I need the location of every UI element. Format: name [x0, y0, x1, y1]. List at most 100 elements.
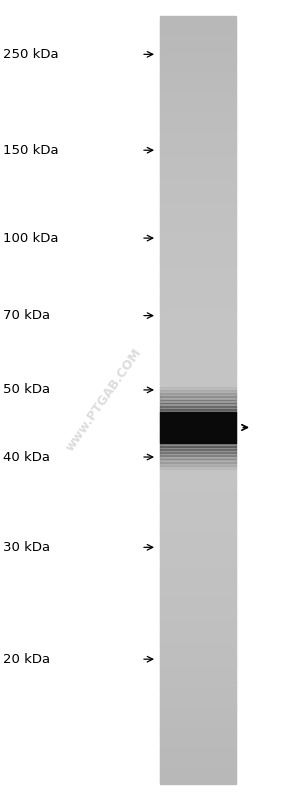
Bar	[160, 494, 236, 498]
Bar	[160, 284, 236, 288]
Bar	[160, 95, 236, 98]
Bar	[160, 773, 236, 776]
Bar	[160, 622, 236, 626]
Bar	[160, 172, 236, 175]
Bar	[160, 660, 236, 664]
Bar	[160, 333, 236, 336]
Bar	[160, 351, 236, 354]
Bar	[160, 452, 236, 456]
Bar	[160, 740, 236, 743]
Bar	[160, 221, 236, 224]
Bar	[160, 642, 236, 646]
Bar	[160, 561, 236, 564]
Bar	[160, 65, 236, 68]
Bar	[160, 297, 236, 300]
Bar	[160, 210, 236, 213]
Bar	[160, 406, 236, 410]
Bar	[160, 287, 236, 290]
Bar	[160, 90, 236, 93]
Bar	[160, 762, 236, 766]
Bar	[160, 216, 236, 219]
Bar	[160, 634, 236, 638]
Bar	[160, 312, 236, 316]
Bar	[160, 765, 236, 769]
Bar	[160, 366, 236, 370]
Bar	[160, 619, 236, 622]
Bar	[160, 681, 236, 684]
Bar	[160, 213, 236, 217]
Bar	[160, 356, 236, 360]
Bar	[160, 236, 236, 239]
Bar	[160, 499, 236, 503]
Bar	[160, 292, 236, 296]
Bar	[160, 423, 236, 426]
Bar	[160, 668, 236, 671]
Bar	[160, 627, 236, 630]
Bar	[160, 346, 236, 349]
Bar	[160, 348, 236, 352]
Bar	[160, 108, 236, 111]
Bar	[160, 400, 236, 403]
Bar	[160, 443, 236, 447]
Bar	[160, 361, 236, 364]
Bar	[160, 698, 236, 702]
Bar	[160, 384, 236, 388]
Bar	[160, 566, 236, 569]
Bar	[160, 704, 236, 707]
Bar	[160, 734, 236, 737]
Bar	[160, 553, 236, 556]
Bar	[160, 606, 236, 610]
Bar	[160, 614, 236, 618]
Bar	[160, 538, 236, 541]
Bar	[160, 446, 236, 449]
Bar	[160, 415, 236, 418]
Bar	[160, 696, 236, 699]
Bar	[160, 719, 236, 722]
Bar	[160, 144, 236, 147]
Bar	[160, 465, 236, 469]
Bar	[160, 455, 236, 459]
Bar	[160, 259, 236, 262]
Bar	[160, 364, 236, 367]
Bar	[160, 412, 236, 443]
Bar	[160, 462, 236, 466]
Bar	[160, 97, 236, 101]
Bar	[160, 139, 236, 142]
Bar	[160, 133, 236, 137]
Bar	[160, 525, 236, 528]
Bar	[160, 755, 236, 758]
Bar	[160, 519, 236, 523]
Bar	[160, 604, 236, 607]
Bar	[160, 282, 236, 285]
Bar	[160, 402, 236, 405]
Bar	[160, 400, 236, 403]
Bar	[160, 238, 236, 242]
Bar	[160, 57, 236, 60]
Bar	[160, 246, 236, 249]
Bar	[160, 781, 236, 784]
Bar	[160, 523, 236, 526]
Bar	[160, 72, 236, 76]
Bar	[160, 497, 236, 500]
Bar	[160, 310, 236, 313]
Bar	[160, 650, 236, 654]
Bar	[160, 180, 236, 183]
Bar	[160, 417, 236, 421]
Bar	[160, 323, 236, 326]
Bar	[160, 177, 236, 181]
Bar	[160, 702, 236, 705]
Bar	[160, 129, 236, 132]
Bar	[160, 302, 236, 306]
Bar	[160, 336, 236, 339]
Bar	[160, 325, 236, 328]
Bar	[160, 340, 236, 344]
Bar	[160, 653, 236, 656]
Bar	[160, 359, 236, 362]
Bar	[160, 39, 236, 42]
Bar	[160, 683, 236, 686]
Bar	[160, 16, 236, 19]
Bar	[160, 105, 236, 109]
Bar	[160, 430, 236, 434]
Bar	[160, 121, 236, 124]
Bar	[160, 594, 236, 597]
